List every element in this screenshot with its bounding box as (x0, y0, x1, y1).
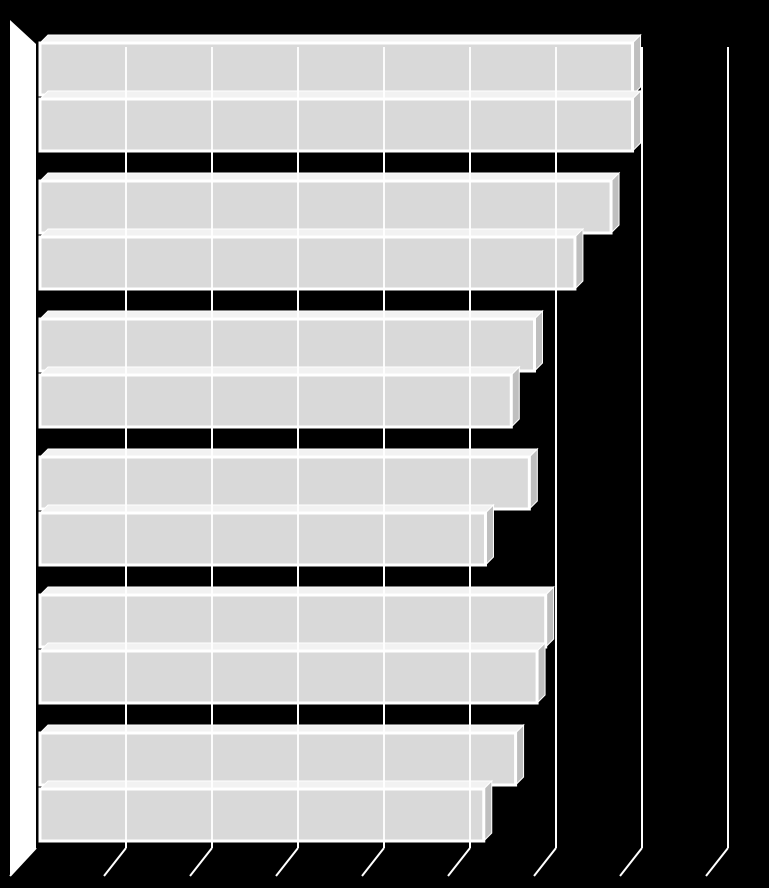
gridline-floor-tick (103, 847, 127, 877)
gridline-floor-tick (619, 847, 643, 877)
gridline-floor-tick (275, 847, 299, 877)
gridline-floor-tick (447, 847, 471, 877)
bar (38, 373, 513, 429)
bar (38, 455, 531, 511)
gridline-floor-tick (189, 847, 213, 877)
bar (38, 235, 577, 291)
axis-wall (9, 20, 37, 877)
bar (38, 593, 548, 649)
bar (38, 317, 536, 373)
gridline-overlay (125, 47, 729, 848)
side-wall (10, 20, 36, 876)
floor-edge (9, 847, 37, 877)
gridline-floor-tick (361, 847, 385, 877)
gridline-floor-tick (533, 847, 557, 877)
bar (38, 731, 518, 787)
bar (38, 97, 635, 153)
bar (38, 41, 635, 97)
gridline-floor-tick (705, 847, 729, 877)
bar (38, 787, 486, 843)
bar (38, 179, 613, 235)
bar (38, 649, 539, 705)
bar (38, 511, 487, 567)
bars (38, 33, 642, 843)
